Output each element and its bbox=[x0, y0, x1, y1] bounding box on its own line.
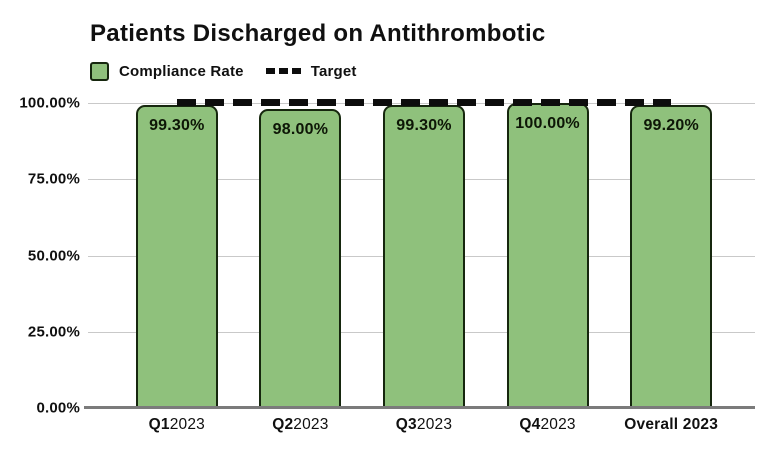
chart-title: Patients Discharged on Antithrombotic bbox=[90, 20, 546, 47]
bar-value-label: 99.20% bbox=[643, 117, 699, 135]
x-tick-label-bold-part: Q2 bbox=[272, 416, 294, 433]
bar-slot: 99.30% bbox=[362, 103, 486, 408]
x-tick-label-year-part: 2023 bbox=[169, 416, 205, 433]
compliance-bar: 99.20% bbox=[630, 105, 713, 408]
x-tick-label-year-part: 2023 bbox=[416, 416, 453, 433]
legend-bar-swatch bbox=[90, 61, 109, 81]
compliance-bar: 100.00% bbox=[506, 103, 589, 408]
bar-value-label: 100.00% bbox=[515, 115, 580, 132]
x-tick-label-bold-part: Q1 bbox=[148, 416, 170, 433]
y-tick-label: 50.00% bbox=[27, 247, 80, 264]
legend-label-target: Target bbox=[310, 62, 357, 80]
y-tick-label: 75.00% bbox=[27, 170, 80, 188]
y-tick-label: 25.00% bbox=[27, 323, 80, 341]
x-tick-label-bold-part: Q4 bbox=[519, 416, 541, 433]
y-tick-label: 100.00% bbox=[19, 94, 80, 112]
x-axis-line bbox=[84, 406, 755, 409]
x-tick-label: Q32023 bbox=[362, 416, 486, 434]
legend: Compliance Rate Target bbox=[90, 60, 357, 82]
x-tick-label: Q42023 bbox=[486, 416, 610, 434]
compliance-bar: 99.30% bbox=[135, 105, 218, 408]
compliance-bar: 99.30% bbox=[382, 105, 465, 408]
x-tick-label-bold-part: Overall 2023 bbox=[624, 416, 719, 433]
target-line bbox=[176, 99, 672, 106]
x-tick-label: Q22023 bbox=[239, 416, 363, 434]
bar-slot: 99.20% bbox=[609, 103, 733, 408]
plot-area: 99.30% 98.00% 99.30% 100.00% 99.20% bbox=[84, 99, 755, 409]
bar-slot: 99.30% bbox=[115, 103, 239, 408]
compliance-bar: 98.00% bbox=[259, 109, 342, 408]
bar-value-label: 99.30% bbox=[149, 117, 205, 135]
legend-label-compliance-rate: Compliance Rate bbox=[119, 62, 244, 80]
bars-band: 99.30% 98.00% 99.30% 100.00% 99.20% bbox=[115, 103, 733, 408]
x-tick-label-year-part: 2023 bbox=[293, 416, 329, 433]
bar-value-label: 99.30% bbox=[396, 117, 452, 135]
y-axis-labels: 100.00% 75.00% 50.00% 25.00% 0.00% bbox=[0, 95, 80, 417]
bar-slot: 98.00% bbox=[239, 103, 363, 408]
bar-value-label: 98.00% bbox=[272, 121, 329, 139]
bar-slot: 100.00% bbox=[486, 103, 610, 408]
y-tick-label: 0.00% bbox=[36, 399, 80, 417]
x-tick-label-bold-part: Q3 bbox=[395, 416, 417, 433]
x-tick-label-year-part: 2023 bbox=[540, 416, 576, 433]
x-tick-label: Q12023 bbox=[115, 416, 239, 434]
legend-dashed-line-symbol bbox=[265, 68, 301, 74]
x-tick-label: Overall 2023 bbox=[609, 416, 733, 434]
x-axis-labels: Q12023 Q22023 Q32023 Q42023 Overall 2023 bbox=[115, 416, 733, 434]
